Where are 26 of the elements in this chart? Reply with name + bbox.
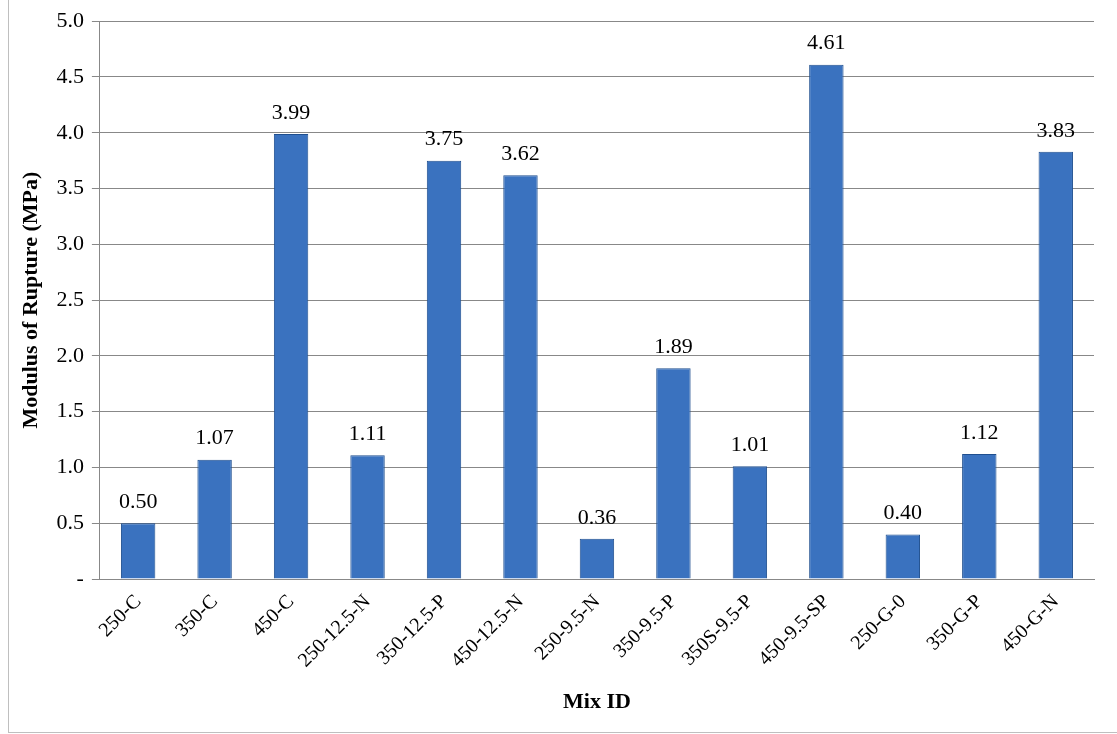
data-label: 3.99 <box>271 98 311 124</box>
data-label: 1.11 <box>348 419 387 445</box>
data-label: 1.07 <box>195 424 234 450</box>
data-label: 3.62 <box>501 139 540 165</box>
data-label: 0.50 <box>118 488 158 514</box>
y-tick-label: - <box>76 564 84 590</box>
y-tick-label: 0.5 <box>56 509 84 535</box>
data-label: 4.61 <box>807 29 846 55</box>
y-tick-label: 1.0 <box>56 453 84 479</box>
x-axis-title: Mix ID <box>563 688 631 714</box>
y-tick-label: 3.0 <box>56 230 84 256</box>
data-label: 1.01 <box>730 431 770 457</box>
y-tick-label: 2.5 <box>56 285 84 311</box>
y-tick-label: 5.0 <box>56 6 84 32</box>
y-tick-label: 4.0 <box>56 118 84 144</box>
y-axis-title: Modulus of Rupture (MPa) <box>16 171 42 429</box>
data-label: 1.12 <box>960 418 999 444</box>
y-tick-label: 4.5 <box>56 62 84 88</box>
data-label: 0.36 <box>577 503 617 529</box>
data-label: 0.40 <box>883 499 923 525</box>
y-tick-label: 1.5 <box>56 397 84 423</box>
y-tick-label: 2.0 <box>56 341 84 367</box>
data-label: 3.83 <box>1036 116 1076 142</box>
data-label: 1.89 <box>654 332 693 358</box>
data-label: 3.75 <box>424 125 464 151</box>
y-tick-label: 3.5 <box>56 174 84 200</box>
